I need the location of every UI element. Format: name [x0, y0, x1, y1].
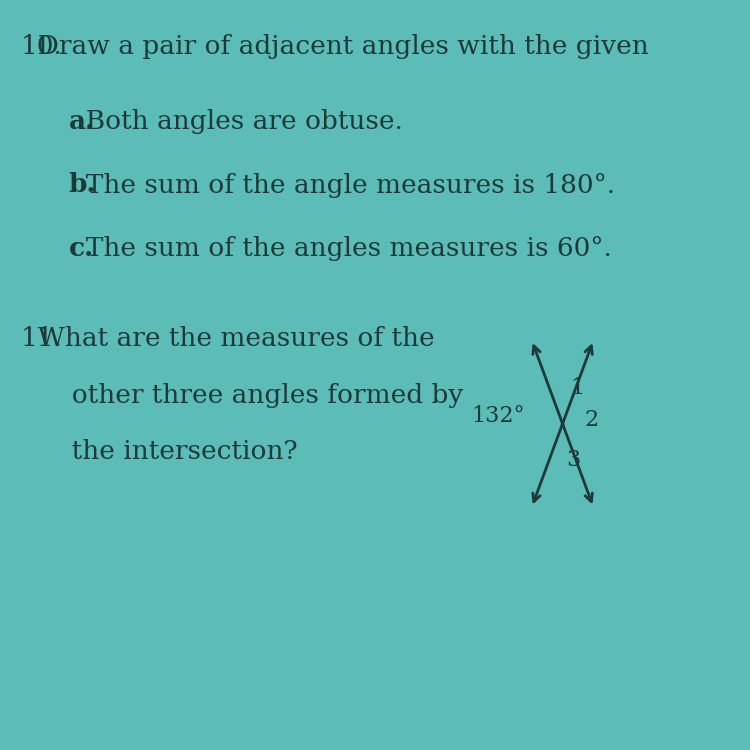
- Text: other three angles formed by: other three angles formed by: [55, 382, 464, 407]
- Text: What are the measures of the: What are the measures of the: [20, 326, 434, 351]
- Text: 11.: 11.: [20, 326, 62, 351]
- Text: The sum of the angle measures is 180°.: The sum of the angle measures is 180°.: [68, 172, 615, 197]
- Text: The sum of the angles measures is 60°.: The sum of the angles measures is 60°.: [68, 236, 611, 261]
- Text: Both angles are obtuse.: Both angles are obtuse.: [68, 109, 403, 134]
- Text: 3: 3: [566, 448, 580, 471]
- Text: b.: b.: [68, 172, 96, 197]
- Text: c.: c.: [68, 236, 94, 261]
- Text: Draw a pair of adjacent angles with the given: Draw a pair of adjacent angles with the …: [20, 34, 648, 58]
- Text: the intersection?: the intersection?: [55, 439, 298, 464]
- Text: 132°: 132°: [471, 405, 525, 427]
- Text: 2: 2: [584, 409, 598, 431]
- Text: 10.: 10.: [20, 34, 62, 58]
- Text: 1: 1: [571, 376, 585, 399]
- Text: a.: a.: [68, 109, 94, 134]
